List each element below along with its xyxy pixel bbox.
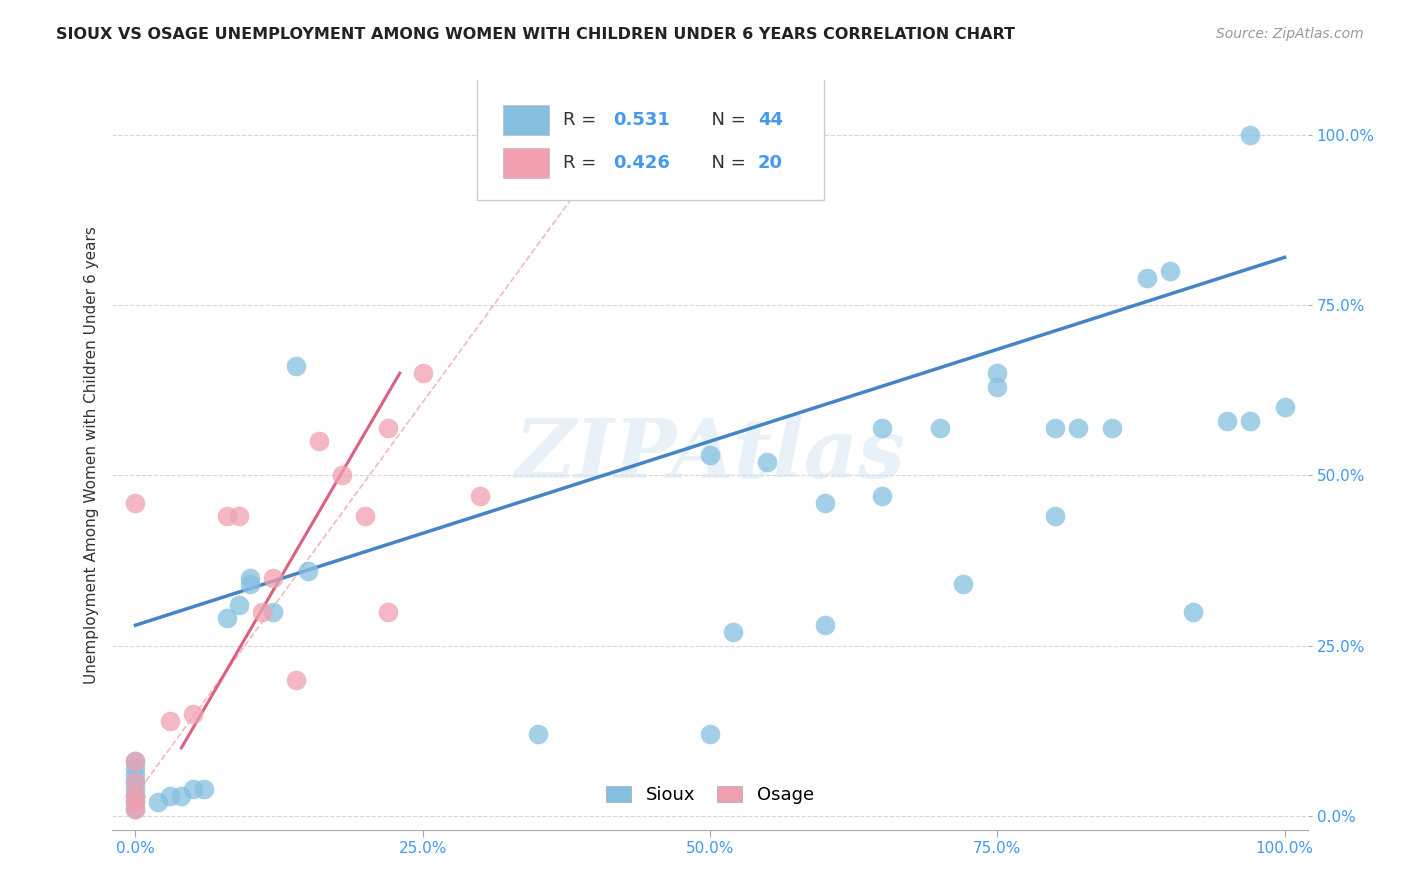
Point [952,577,974,591]
Point [1239,414,1261,428]
Point [124,755,146,769]
Y-axis label: Unemployment Among Women with Children Under 6 years: Unemployment Among Women with Children U… [83,226,98,684]
Point [239,577,262,591]
Point [1216,414,1239,428]
Text: N =: N = [700,153,752,171]
Point [330,468,353,483]
Point [124,761,146,775]
Point [124,789,146,803]
Point [377,420,399,434]
Point [1239,128,1261,142]
Point [181,781,204,796]
Point [986,366,1008,380]
Point [1043,420,1066,434]
Point [412,366,434,380]
Point [124,802,146,816]
Point [285,359,308,374]
Point [124,755,146,769]
Point [124,768,146,782]
Text: ZIPAtlas: ZIPAtlas [515,415,905,495]
Point [170,789,193,803]
Point [124,802,146,816]
Text: 20: 20 [758,153,783,171]
Point [1043,509,1066,524]
Point [217,509,239,524]
Point [124,775,146,789]
Point [228,598,250,612]
Point [986,380,1008,394]
Text: 0.426: 0.426 [613,153,671,171]
Point [756,455,779,469]
Point [526,727,548,741]
Point [124,789,146,803]
Point [1274,401,1296,415]
Legend: Sioux, Osage: Sioux, Osage [598,777,823,813]
FancyBboxPatch shape [503,148,548,178]
Text: R =: R = [562,153,602,171]
FancyBboxPatch shape [503,105,548,135]
FancyBboxPatch shape [477,77,824,200]
Text: 44: 44 [758,111,783,129]
Point [1101,420,1123,434]
Point [377,605,399,619]
Point [124,495,146,509]
Point [872,489,894,503]
Point [1136,270,1159,285]
Point [193,781,215,796]
Point [148,795,170,809]
Point [814,618,837,632]
Point [124,775,146,789]
Point [239,570,262,584]
Point [228,509,250,524]
Text: 0.531: 0.531 [613,111,671,129]
Point [262,605,284,619]
Point [1181,605,1204,619]
Point [124,795,146,809]
Text: SIOUX VS OSAGE UNEMPLOYMENT AMONG WOMEN WITH CHILDREN UNDER 6 YEARS CORRELATION : SIOUX VS OSAGE UNEMPLOYMENT AMONG WOMEN … [56,27,1015,42]
Point [124,781,146,796]
Point [721,625,744,640]
Point [872,420,894,434]
Point [1067,420,1090,434]
Point [354,509,377,524]
Point [262,570,284,584]
Point [285,673,308,687]
Point [699,448,721,462]
Point [814,495,837,509]
Text: N =: N = [700,111,752,129]
Point [308,434,330,449]
Point [181,706,204,721]
Text: Source: ZipAtlas.com: Source: ZipAtlas.com [1216,27,1364,41]
Point [217,611,239,625]
Point [1159,264,1181,278]
Point [250,605,273,619]
Text: R =: R = [562,111,602,129]
Point [124,795,146,809]
Point [159,714,181,728]
Point [297,564,319,578]
Point [470,489,492,503]
Point [928,420,950,434]
Point [159,789,181,803]
Point [699,727,721,741]
